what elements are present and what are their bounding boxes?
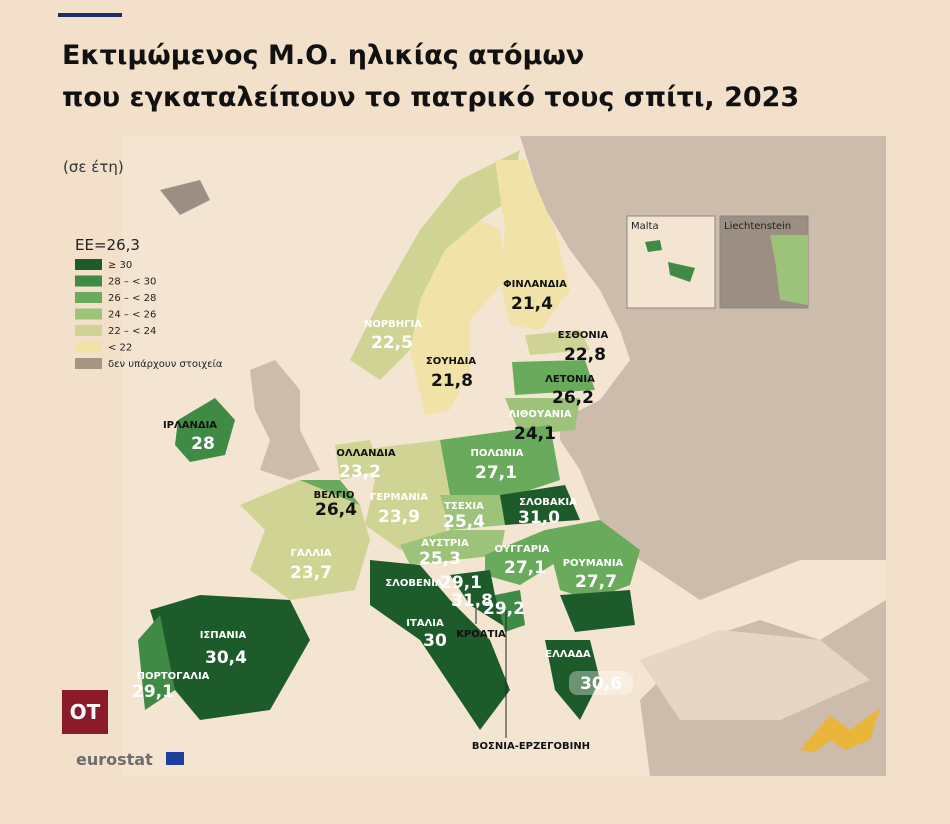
country-name: ΓΕΡΜΑΝΙΑ [370, 492, 428, 503]
country-name: ΠΟΡΤΟΓΑΛΙΑ [137, 671, 210, 682]
country-name: ΣΛΟΒΕΝΙΑ [385, 578, 443, 589]
country-value: 30,4 [205, 648, 247, 668]
country-value: 27,1 [475, 463, 517, 483]
legend-swatch [75, 308, 102, 320]
country-name: ΣΛΟΒΑΚΙΑ [519, 497, 577, 508]
country-value: 29,2 [483, 599, 525, 619]
country-value: 28 [191, 434, 215, 454]
country-name: ΚΡΟΑΤΙΑ [456, 629, 506, 640]
country-name: ΕΛΛΑΔΑ [545, 649, 591, 660]
value-highlight [569, 671, 633, 695]
country-value: 21,8 [431, 371, 473, 391]
subtitle: (σε έτη) [63, 158, 124, 176]
country-name: ΠΟΛΩΝΙΑ [471, 448, 524, 459]
inset-label: Malta [631, 221, 659, 232]
legend-swatch [75, 358, 102, 369]
country-name: ΣΟΥΗΔΙΑ [426, 356, 476, 367]
country-name: ΕΣΘΟΝΙΑ [558, 330, 609, 341]
badge [62, 690, 108, 734]
country-value: 26,4 [315, 500, 357, 520]
country-value: 23,2 [339, 462, 381, 482]
country-value: 31,0 [518, 508, 560, 528]
country-name: ΦΙΝΛΑΝΔΙΑ [503, 279, 567, 290]
country-name: ΟΥΓΓΑΡΙΑ [494, 544, 549, 555]
country-name: ΡΟΥΜΑΝΙΑ [563, 558, 624, 569]
badge-text: OT [70, 700, 101, 724]
inset [626, 215, 716, 309]
country-value: 23,7 [290, 563, 332, 583]
country-name: ΛΙΘΟΥΑΝΙΑ [508, 409, 572, 420]
country-value: 22,5 [371, 333, 413, 353]
country-value: 24,1 [514, 424, 556, 444]
legend-label: 22 – < 24 [108, 326, 156, 337]
legend-title: ΕΕ=26,3 [75, 236, 140, 254]
inset-label: Liechtenstein [724, 221, 791, 232]
country-value: 21,4 [511, 294, 553, 314]
legend-label: < 22 [108, 343, 132, 354]
country-value: 22,8 [564, 345, 606, 365]
country-name: ΒΕΛΓΙΟ [314, 490, 355, 501]
accent-bar [58, 13, 122, 17]
country-name: ΙΡΛΑΝΔΙΑ [163, 420, 217, 431]
country-name: ΑΥΣΤΡΙΑ [421, 538, 469, 549]
country-value: 27,7 [575, 572, 617, 592]
title-line: Εκτιμώμενος Μ.Ο. ηλικίας ατόμων [62, 40, 584, 71]
country-value: 29,1 [440, 573, 482, 593]
country-name: ΓΑΛΛΙΑ [290, 548, 331, 559]
logo-mark [800, 708, 880, 752]
legend-label: ≥ 30 [108, 260, 132, 271]
country-name: ΙΤΑΛΙΑ [406, 618, 444, 629]
legend-swatch [75, 325, 102, 336]
country-name: ΙΣΠΑΝΙΑ [200, 630, 247, 641]
legend-swatch [75, 292, 102, 303]
legend-swatch [75, 259, 102, 270]
title-line: που εγκαταλείπουν το πατρικό τους σπίτι,… [62, 82, 799, 113]
country-value: 31,8 [451, 591, 493, 611]
country-name: ΒΟΣΝΙΑ-ΕΡΖΕΓΟΒΙΝΗ [472, 741, 590, 752]
country-value: 30 [423, 631, 447, 651]
country-value: 26,2 [552, 388, 594, 408]
country-value: 25,4 [443, 512, 485, 532]
source-logo: eurostat [76, 750, 153, 769]
country-name: ΝΟΡΒΗΓΙΑ [364, 319, 422, 330]
inset-shape [645, 240, 695, 282]
legend-label: 28 – < 30 [108, 277, 156, 288]
legend-swatch [75, 341, 102, 353]
legend-label: δεν υπάρχουν στοιχεία [108, 358, 223, 370]
country-value: 27,1 [504, 558, 546, 578]
inset-shape [770, 235, 808, 305]
country-value: 29,1 [132, 682, 174, 702]
country-name: ΤΣΕΧΙΑ [444, 501, 484, 512]
eu-flag [166, 752, 184, 765]
country-value: 30,6 [580, 674, 622, 694]
legend-label: 24 – < 26 [108, 310, 156, 321]
country-value: 25,3 [419, 549, 461, 569]
country-name: ΟΛΛΑΝΔΙΑ [336, 448, 396, 459]
country-labels: ΦΙΝΛΑΝΔΙΑ 21,4 ΝΟΡΒΗΓΙΑ 22,5 ΕΣΘΟΝΙΑ 22,8 ΣΟΥΗ… [132, 279, 633, 752]
country-name: ΛΕΤΟΝΙΑ [545, 374, 595, 385]
legend-label: 26 – < 28 [108, 293, 156, 304]
legend: ΕΕ=26,3 ≥ 30 28 – < 30 26 – < 28 24 – < 26 2… [75, 236, 223, 370]
legend-swatch [75, 275, 102, 287]
country-value: 23,9 [378, 507, 420, 527]
